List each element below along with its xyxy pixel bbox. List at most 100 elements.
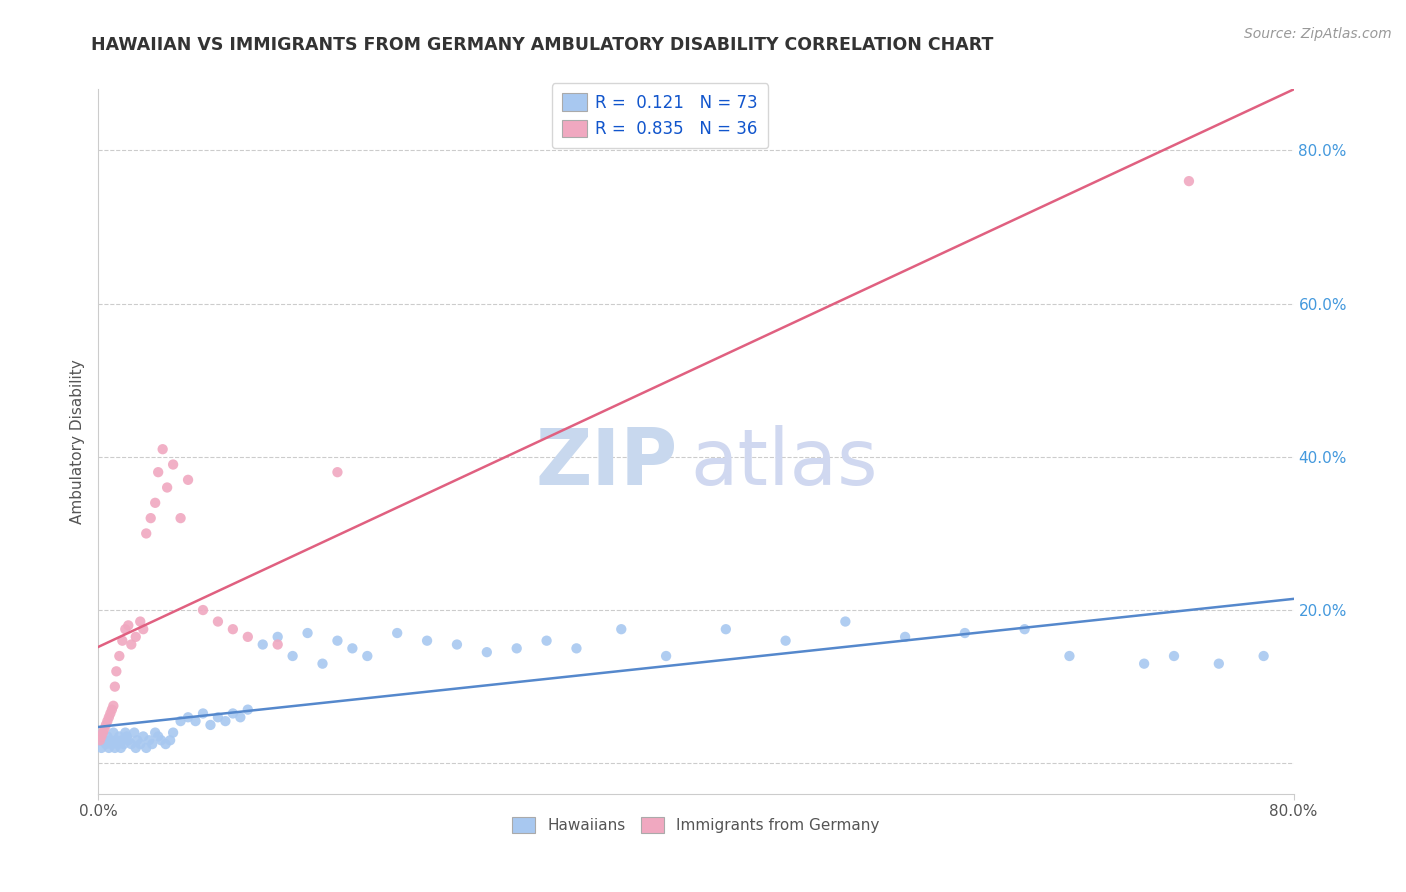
Point (125, 740, 148, 755)
Point (111, 633, 134, 648)
Point (110, 740, 132, 755)
Point (159, 733, 181, 747)
Point (385, 626, 409, 640)
Point (111, 733, 134, 747)
Point (91, 725, 114, 739)
Point (1059, 648, 1081, 663)
Point (446, 638, 468, 652)
Point (229, 710, 252, 724)
Point (610, 622, 633, 636)
Point (356, 648, 378, 663)
Point (105, 733, 128, 747)
Point (94, 737, 117, 751)
Point (114, 725, 136, 739)
Text: Source: ZipAtlas.com: Source: ZipAtlas.com (1244, 27, 1392, 41)
Point (129, 737, 152, 751)
Point (105, 665, 128, 679)
Point (97, 710, 120, 724)
Point (135, 526, 157, 541)
Point (1163, 648, 1185, 663)
Point (120, 737, 142, 751)
Point (475, 645, 498, 659)
Point (129, 615, 152, 629)
Point (117, 618, 139, 632)
Point (107, 737, 129, 751)
Point (207, 710, 229, 724)
Point (1178, 174, 1201, 188)
Point (127, 733, 149, 747)
Point (104, 740, 127, 755)
Point (162, 458, 184, 472)
Point (162, 725, 184, 739)
Point (103, 698, 125, 713)
Point (169, 511, 191, 525)
Point (191, 603, 214, 617)
Point (326, 633, 349, 648)
Point (139, 511, 162, 525)
Point (1133, 657, 1156, 671)
Point (98, 706, 122, 721)
Point (222, 706, 245, 721)
Point (103, 725, 125, 739)
Point (177, 710, 200, 724)
Text: HAWAIIAN VS IMMIGRANTS FROM GERMANY AMBULATORY DISABILITY CORRELATION CHART: HAWAIIAN VS IMMIGRANTS FROM GERMANY AMBU… (91, 36, 994, 54)
Point (108, 648, 131, 663)
Point (297, 626, 319, 640)
Point (184, 714, 207, 728)
Point (236, 630, 259, 644)
Point (200, 718, 222, 732)
Point (104, 680, 127, 694)
Point (267, 630, 290, 644)
Point (94, 718, 117, 732)
Point (834, 615, 856, 629)
Point (506, 641, 529, 656)
Legend: Hawaiians, Immigrants from Germany: Hawaiians, Immigrants from Germany (506, 811, 886, 839)
Point (214, 714, 236, 728)
Point (236, 703, 259, 717)
Point (155, 737, 177, 751)
Point (267, 638, 290, 652)
Point (311, 657, 333, 671)
Point (177, 473, 200, 487)
Point (953, 626, 976, 640)
Point (148, 730, 170, 744)
Point (124, 725, 146, 739)
Point (222, 622, 245, 636)
Point (1014, 622, 1036, 636)
Point (108, 730, 131, 744)
Point (148, 465, 170, 479)
Point (101, 703, 124, 717)
Point (114, 622, 136, 636)
Point (416, 633, 439, 648)
Point (89, 733, 111, 747)
Point (207, 615, 229, 629)
Point (252, 638, 274, 652)
Point (342, 641, 364, 656)
Point (141, 737, 163, 751)
Point (775, 633, 797, 648)
Text: atlas: atlas (690, 425, 877, 500)
Point (96, 730, 118, 744)
Point (536, 633, 558, 648)
Point (281, 648, 304, 663)
Point (655, 648, 678, 663)
Point (132, 730, 155, 744)
Point (143, 496, 166, 510)
Y-axis label: Ambulatory Disability: Ambulatory Disability (69, 359, 84, 524)
Point (135, 740, 157, 755)
Point (90, 730, 112, 744)
Point (1208, 657, 1230, 671)
Point (120, 638, 142, 652)
Point (96, 714, 118, 728)
Point (91, 725, 114, 739)
Point (90, 740, 112, 755)
Point (97, 740, 120, 755)
Point (169, 714, 191, 728)
Point (125, 630, 148, 644)
Point (115, 730, 138, 744)
Point (93, 722, 115, 736)
Point (894, 630, 917, 644)
Point (156, 481, 179, 495)
Point (326, 465, 349, 479)
Point (143, 725, 166, 739)
